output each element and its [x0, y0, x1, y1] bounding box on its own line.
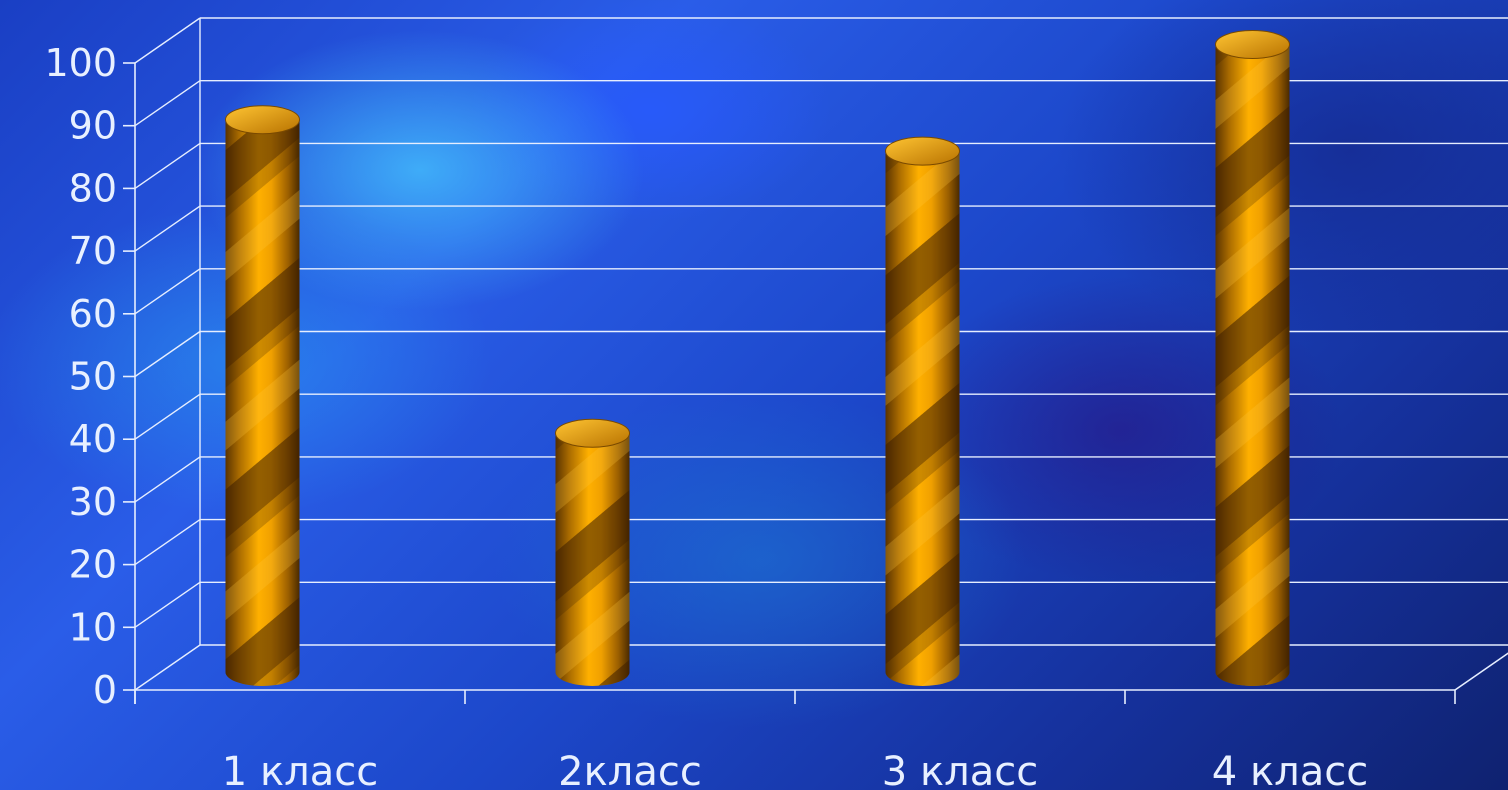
bar-1	[225, 105, 300, 687]
gridline-diagonal	[134, 268, 201, 315]
y-tick-label: 10	[69, 605, 117, 649]
gridline-diagonal	[134, 581, 201, 628]
y-tick-label: 0	[93, 668, 117, 712]
y-tick-label: 40	[69, 417, 117, 461]
x-tick-label: 2класс	[558, 749, 702, 790]
bar-2	[555, 418, 630, 687]
y-tick-label: 80	[69, 166, 117, 210]
gridline-diagonal	[134, 644, 201, 691]
y-tick-label: 50	[69, 355, 117, 399]
gridline-diagonal	[134, 205, 201, 252]
bar-top	[885, 136, 960, 166]
bar-stripes	[1215, 44, 1290, 687]
gridline-diagonal	[134, 519, 201, 566]
bar-3	[885, 136, 960, 687]
gridline-diagonal	[134, 330, 201, 378]
y-tick-label: 90	[69, 104, 117, 148]
gridline-diagonal	[134, 17, 201, 64]
x-tick-label: 1 класс	[222, 749, 378, 790]
bar-stripes	[885, 151, 960, 687]
bar-top	[1215, 30, 1290, 59]
gridline-diagonal	[134, 80, 201, 127]
gridline-diagonal	[134, 142, 201, 189]
y-tick-label: 70	[69, 229, 117, 273]
grid-layer	[134, 17, 1508, 691]
gridline-diagonal	[134, 393, 201, 440]
floor-right-edge	[1454, 652, 1508, 691]
y-tick-label: 20	[69, 543, 117, 587]
gridline-diagonal	[134, 456, 201, 503]
y-tick-label: 30	[69, 480, 117, 524]
bar-stripes	[555, 433, 630, 687]
axis-layer	[123, 18, 1508, 704]
bar-top	[555, 418, 630, 448]
bar-4	[1215, 30, 1290, 687]
x-tick-label: 3 класс	[882, 749, 1038, 790]
bar-top	[225, 105, 300, 135]
y-tick-label: 60	[69, 292, 117, 336]
bars-layer	[225, 30, 1290, 687]
labels-layer: 0 10 20 30 40 50 60 70 80 90 100 1 класс 2класс 3 кла…	[44, 41, 1368, 790]
bar-stripes	[225, 119, 300, 687]
y-tick-label: 100	[44, 41, 117, 85]
x-tick-label: 4 класс	[1212, 749, 1368, 790]
